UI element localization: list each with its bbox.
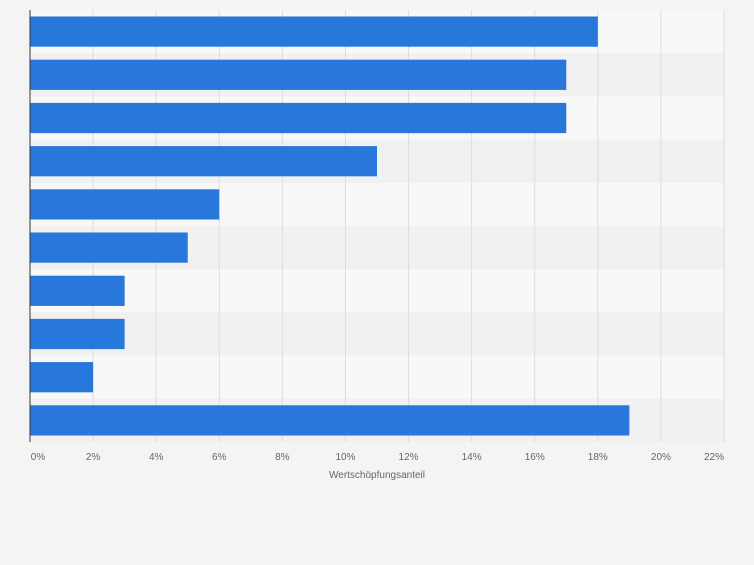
bar[interactable]	[30, 146, 377, 177]
bar[interactable]	[30, 318, 125, 350]
row-band	[30, 269, 724, 313]
row-band	[30, 312, 724, 356]
row-band	[30, 355, 724, 399]
x-tick-label: 0%	[31, 452, 46, 463]
x-tick-label: 10%	[335, 452, 355, 463]
x-tick-label: 16%	[525, 452, 545, 463]
bar[interactable]	[30, 362, 94, 393]
x-tick-label: 8%	[275, 452, 290, 463]
x-tick-label: 22%	[704, 452, 724, 463]
bar[interactable]	[30, 16, 598, 47]
bar[interactable]	[30, 59, 567, 90]
x-tick-label: 2%	[86, 452, 101, 463]
x-tick-label: 18%	[588, 452, 608, 463]
bar[interactable]	[30, 232, 188, 263]
x-tick-label: 6%	[212, 452, 227, 463]
bars	[30, 16, 630, 436]
bar[interactable]	[30, 405, 630, 436]
x-axis-label: Wertschöpfungsanteil	[329, 470, 425, 481]
x-tick-label: 14%	[462, 452, 482, 463]
x-tick-label: 12%	[399, 452, 419, 463]
bar[interactable]	[30, 189, 220, 220]
x-tick-label: 20%	[651, 452, 671, 463]
bar[interactable]	[30, 102, 567, 134]
bar[interactable]	[30, 275, 125, 306]
x-tick-label: 4%	[149, 452, 164, 463]
x-tick-labels: 0% 2% 4% 6% 8% 10% 12% 14% 16% 18% 20% 22%	[31, 452, 724, 463]
